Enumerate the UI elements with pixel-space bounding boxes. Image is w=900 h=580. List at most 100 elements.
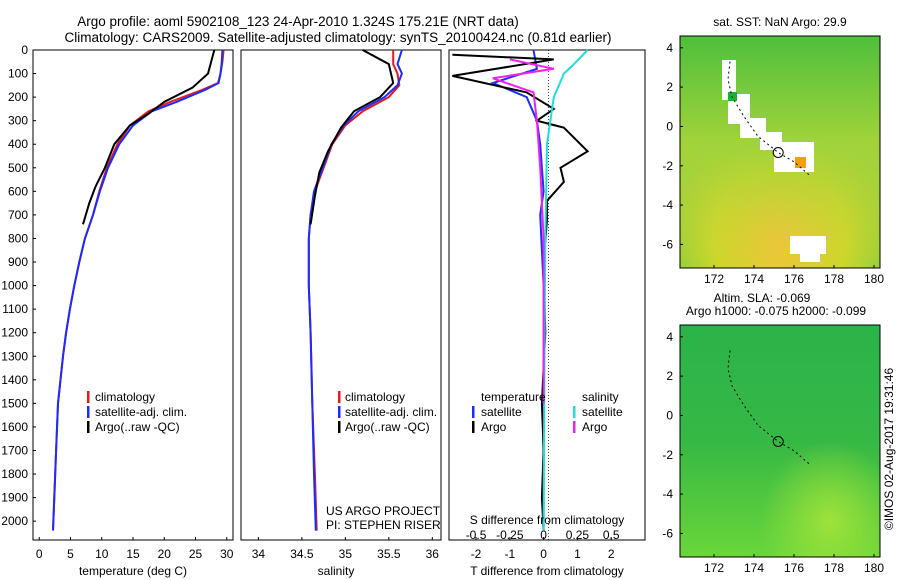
temperature-tick-label: 10: [95, 547, 109, 561]
t-difference-tick-label: 2: [608, 547, 615, 561]
longitude-tick-label: 180: [864, 272, 884, 286]
sst-map-panel: sat. SST: NaN Argo: 29.9 172 174 176 178 180…: [662, 15, 884, 286]
sst-profile-location-marker: [772, 147, 784, 158]
depth-tick-label: 1400: [1, 373, 28, 387]
missing-data-patch: [722, 60, 736, 100]
legend-swatch-climatology: [338, 391, 341, 403]
temperature-tick-label: 15: [126, 547, 140, 561]
figure-title-line2: Climatology: CARS2009. Satellite-adjuste…: [64, 30, 611, 45]
legend-swatch-argo: [338, 421, 341, 433]
salinity-profiles: [307, 49, 403, 531]
salinity-tick-label: 34.5: [290, 547, 314, 561]
temperature-axis: 0 5 10 15 20 25 30: [36, 537, 234, 561]
legend-label-climatology: climatology: [345, 390, 405, 404]
depth-tick-label: 200: [8, 90, 28, 104]
salinity-tick-label: 35: [339, 547, 353, 561]
salinity-plot-frame: [240, 49, 442, 541]
temperature-series-argo: [82, 49, 216, 225]
longitude-tick-label: 178: [824, 272, 844, 286]
depth-tick-label: 1300: [1, 349, 28, 363]
sla-field-high-spot: [680, 325, 880, 557]
sla-map-subtitle: Argo h1000: -0.075 h2000: -0.099: [686, 304, 866, 318]
latitude-tick-label: 0: [666, 408, 673, 422]
latitude-tick-label: -2: [662, 159, 673, 173]
sla-map-title: Altim. SLA: -0.069: [714, 291, 811, 305]
temperature-panel: 0100200300400500600700800900100011001200…: [1, 43, 233, 578]
legend-label-t-argo: Argo: [481, 420, 507, 434]
legend-swatch-s-satellite: [573, 406, 576, 418]
t-difference-tick-label: 1: [574, 547, 581, 561]
difference-plot-frame: [448, 49, 646, 541]
longitude-tick-label: 174: [744, 272, 764, 286]
depth-tick-label: 1100: [2, 302, 28, 316]
legend-swatch-t-satellite: [472, 406, 475, 418]
sst-float-track: [727, 61, 811, 176]
depth-tick-label: 2000: [1, 514, 28, 528]
imos-credit: ©IMOS 02-Aug-2017 19:31:46: [882, 368, 896, 531]
depth-tick-label: 1000: [1, 279, 28, 293]
latitude-tick-label: -2: [662, 448, 673, 462]
salinity-axis: 34 34.5 35 35.5 36: [252, 537, 439, 561]
latitude-tick-label: 4: [666, 330, 673, 344]
green-data-cell: [728, 92, 737, 101]
depth-tick-label: 1700: [1, 443, 28, 457]
project-label: US ARGO PROJECT: [326, 504, 441, 518]
sst-missing-data-patches: [722, 60, 826, 262]
s-difference-tick-label: 0.25: [566, 528, 590, 542]
legend-swatch-argo: [87, 421, 90, 433]
depth-tick-label: 0: [21, 43, 28, 57]
sla-map-axes: 172 174 176 178 180 4 2 0 -2 -4 -6: [662, 330, 884, 575]
latitude-tick-label: 2: [666, 80, 673, 94]
missing-data-patch: [740, 118, 766, 138]
legend-label-t-satellite: satellite: [481, 405, 522, 419]
salinity-legend: climatology satellite-adj. clim. Argo(..…: [338, 390, 437, 434]
salinity-series-climatology: [307, 50, 401, 531]
longitude-tick-label: 172: [704, 561, 724, 575]
difference-legend: temperature salinity satellite Argo sate…: [472, 390, 623, 434]
temperature-tick-label: 30: [220, 547, 234, 561]
longitude-tick-label: 180: [864, 561, 884, 575]
salinity-tick-label: 35.5: [377, 547, 401, 561]
figure-title-line1: Argo profile: aoml 5902108_123 24-Apr-20…: [77, 14, 519, 29]
depth-tick-label: 100: [8, 67, 28, 81]
latitude-tick-label: -6: [662, 526, 673, 540]
longitude-tick-label: 178: [824, 561, 844, 575]
t-difference-axis-label: T difference from climatology: [470, 564, 624, 578]
temperature-profiles: [52, 49, 225, 531]
legend-label-climatology: climatology: [95, 390, 155, 404]
difference-series-salinity-argo: [492, 58, 555, 404]
s-difference-tick-label: -0.25: [496, 528, 524, 542]
legend-swatch-t-argo: [472, 421, 475, 433]
difference-series-salinity-satellite: [542, 49, 589, 531]
longitude-tick-label: 176: [784, 272, 804, 286]
difference-axis: -2 -1 0 1 2 -0.5 -0.25 0 0.25 0.5: [466, 528, 620, 561]
legend-label-s-satellite: satellite: [582, 405, 623, 419]
missing-data-patch: [790, 236, 826, 254]
temperature-tick-label: 5: [67, 547, 74, 561]
temperature-tick-label: 20: [158, 547, 172, 561]
longitude-tick-label: 176: [784, 561, 804, 575]
depth-tick-label: 1200: [1, 326, 28, 340]
depth-axis: 0 100 200 300 400 500 600 700 800 900 1000 1100 1200…: [1, 43, 36, 528]
depth-tick-label: 1900: [1, 491, 28, 505]
temperature-series-satellite-adj: [52, 49, 224, 531]
legend-title-salinity: salinity: [582, 390, 619, 404]
temperature-axis-label: temperature (deg C): [79, 564, 187, 578]
depth-tick-label: 300: [8, 114, 28, 128]
legend-label-argo: Argo(..raw -QC): [95, 420, 180, 434]
t-difference-tick-label: 0: [540, 547, 547, 561]
latitude-tick-label: 0: [666, 119, 673, 133]
depth-tick-label: 1800: [1, 467, 28, 481]
legend-swatch-satellite: [87, 406, 90, 418]
latitude-tick-label: 4: [666, 41, 673, 55]
latitude-tick-label: -6: [662, 237, 673, 251]
latitude-tick-label: 2: [666, 369, 673, 383]
s-difference-axis-label: S difference from climatology: [470, 513, 625, 527]
legend-label-satellite: satellite-adj. clim.: [345, 405, 437, 419]
sla-map-frame: [679, 324, 881, 558]
legend-label-s-argo: Argo: [582, 420, 608, 434]
legend-swatch-climatology: [87, 391, 90, 403]
depth-tick-label: 400: [8, 137, 28, 151]
temperature-legend: climatology satellite-adj. clim. Argo(..…: [87, 390, 187, 434]
